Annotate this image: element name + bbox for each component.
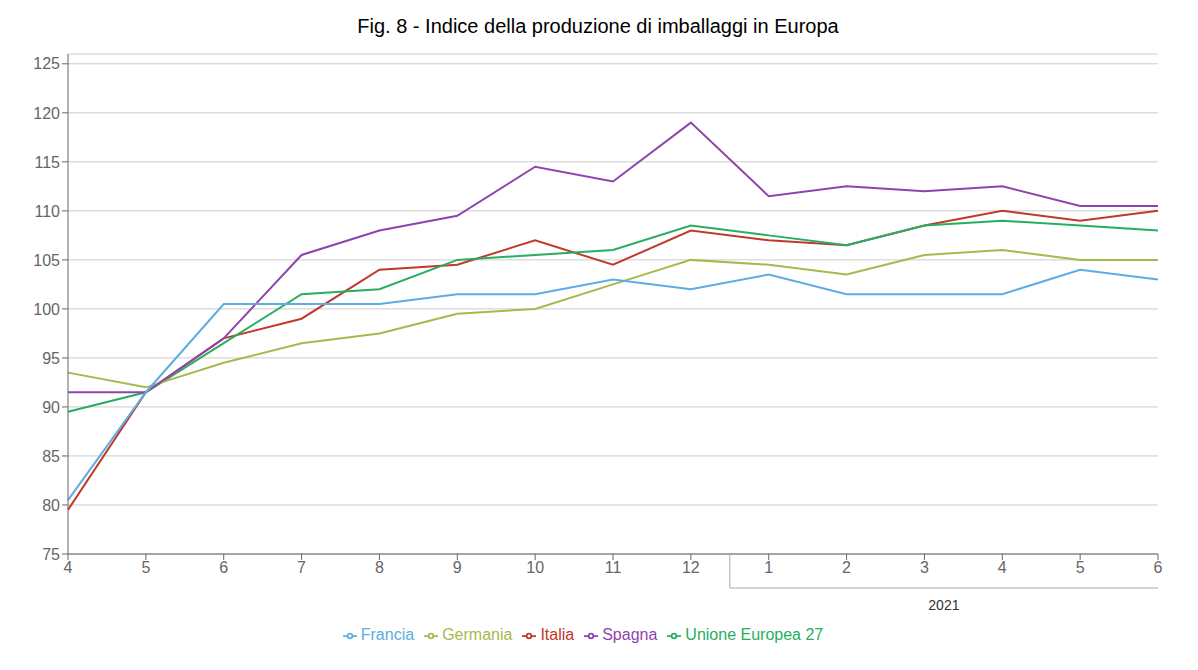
- svg-text:4: 4: [998, 559, 1007, 576]
- svg-text:5: 5: [1076, 559, 1085, 576]
- svg-text:8: 8: [375, 559, 384, 576]
- html-text:Francia: Francia: [360, 626, 415, 643]
- html-text:Unione Europea 27: Unione Europea 27: [685, 626, 824, 643]
- html-text:Spagna: Spagna: [602, 626, 658, 643]
- svg-text:120: 120: [33, 105, 60, 122]
- svg-text:100: 100: [33, 301, 60, 318]
- html-text:Italia: Italia: [540, 626, 575, 643]
- svg-text:3: 3: [920, 559, 929, 576]
- svg-text:2: 2: [842, 559, 851, 576]
- html-text:Fig. 8 - Indice della produzio: Fig. 8 - Indice della produzione di imba…: [357, 15, 839, 37]
- svg-text:9: 9: [453, 559, 462, 576]
- svg-text:4: 4: [64, 559, 73, 576]
- svg-text:90: 90: [42, 399, 60, 416]
- svg-text:11: 11: [605, 559, 622, 576]
- svg-text:115: 115: [34, 154, 60, 171]
- svg-text:95: 95: [42, 350, 60, 367]
- svg-text:2021: 2021: [928, 597, 959, 613]
- svg-text:1: 1: [764, 559, 773, 576]
- svg-text:6: 6: [1154, 559, 1163, 576]
- svg-text:6: 6: [219, 559, 228, 576]
- svg-text:105: 105: [33, 252, 60, 269]
- svg-text:110: 110: [34, 203, 60, 220]
- svg-text:125: 125: [33, 55, 60, 72]
- svg-text:10: 10: [526, 559, 544, 576]
- svg-text:5: 5: [141, 559, 150, 576]
- svg-text:12: 12: [682, 559, 700, 576]
- svg-text:85: 85: [42, 448, 60, 465]
- html-text:Germania: Germania: [442, 626, 513, 643]
- svg-text:75: 75: [42, 546, 60, 563]
- svg-text:80: 80: [42, 497, 60, 514]
- svg-text:7: 7: [297, 559, 306, 576]
